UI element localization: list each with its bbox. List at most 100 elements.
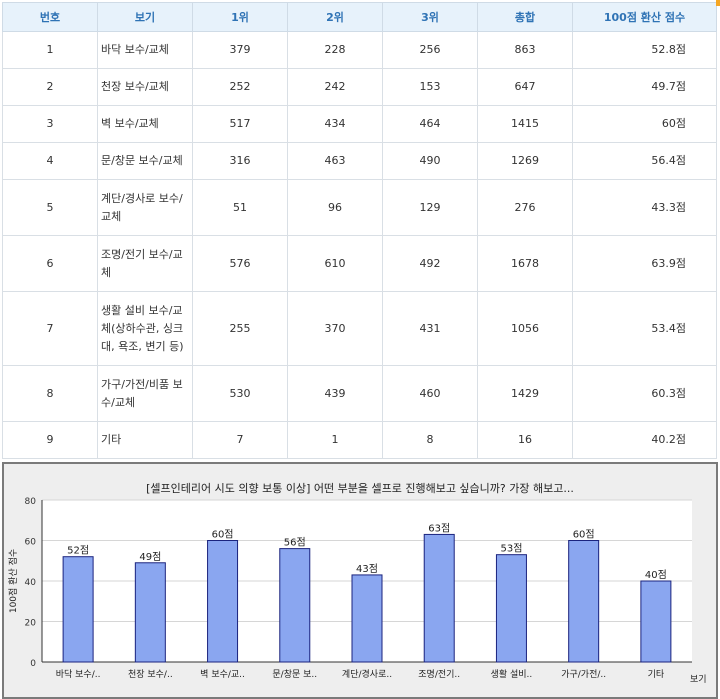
table-row: 5 계단/경사로 보수/교체 51 96 129 276 43.3점	[2, 179, 717, 236]
results-table: 번호 보기 1위 2위 3위 총합 100점 환산 점수 1 바닥 보수/교체 37…	[2, 2, 717, 459]
row-number: 2	[2, 68, 98, 106]
header-rank1[interactable]: 1위	[192, 2, 288, 32]
x-tick-label: 생활 설비..	[491, 668, 533, 680]
chart-panel: [셀프인테리어 시도 의향 보통 이상] 어떤 부분을 셀프로 진행해보고 싶습…	[2, 462, 718, 699]
row-number: 3	[2, 105, 98, 143]
row-option-label: 생활 설비 보수/교체(상하수관, 싱크대, 욕조, 변기 등)	[97, 291, 193, 366]
bar-data-label: 56점	[284, 537, 306, 549]
bar	[423, 533, 455, 663]
y-axis-title: 100점 환산 점수	[7, 549, 19, 613]
bar-data-label: 60점	[212, 529, 234, 541]
x-tick-label: 천장 보수/..	[128, 669, 173, 680]
bar	[568, 540, 600, 663]
table-row: 4 문/창문 보수/교체 316 463 490 1269 56.4점	[2, 142, 717, 180]
x-tick-label: 가구/가전/..	[561, 669, 606, 680]
header-rank2[interactable]: 2위	[287, 2, 383, 32]
header-no[interactable]: 번호	[2, 2, 98, 32]
x-tick-label: 계단/경사로..	[342, 668, 392, 680]
table-header-row: 번호 보기 1위 2위 3위 총합 100점 환산 점수	[2, 2, 717, 32]
x-tick-label: 기타	[648, 669, 665, 680]
y-tick-label: 80	[25, 497, 37, 507]
bar	[207, 540, 239, 663]
bar-data-label: 63점	[428, 522, 450, 534]
row-option-label: 천장 보수/교체	[97, 68, 193, 106]
row-number: 4	[2, 142, 98, 180]
row-number: 9	[2, 421, 98, 459]
bar	[134, 562, 166, 663]
row-score: 52.8점	[572, 31, 717, 69]
row-rank1-count: 379	[192, 31, 288, 69]
bar-data-label: 53점	[500, 543, 522, 555]
row-total: 16	[477, 421, 573, 459]
y-tick-label: 60	[25, 538, 37, 548]
row-number: 8	[2, 365, 98, 422]
row-rank1-count: 255	[192, 291, 288, 366]
row-rank2-count: 1	[287, 421, 383, 459]
bar	[640, 580, 672, 663]
row-rank1-count: 7	[192, 421, 288, 459]
row-rank2-count: 439	[287, 365, 383, 422]
row-option-label: 가구/가전/비품 보수/교체	[97, 365, 193, 422]
row-rank2-count: 370	[287, 291, 383, 366]
row-score: 49.7점	[572, 68, 717, 106]
header-total[interactable]: 총합	[477, 2, 573, 32]
row-rank3-count: 8	[382, 421, 478, 459]
x-tick-label: 바닥 보수/..	[56, 669, 101, 680]
x-tick-label: 조명/전기..	[418, 669, 460, 680]
row-number: 7	[2, 291, 98, 366]
row-score: 60점	[572, 105, 717, 143]
row-option-label: 기타	[97, 421, 193, 459]
row-rank1-count: 51	[192, 179, 288, 236]
row-rank1-count: 576	[192, 235, 288, 292]
row-number: 5	[2, 179, 98, 236]
row-rank1-count: 517	[192, 105, 288, 143]
bar-data-label: 49점	[139, 551, 161, 563]
row-rank2-count: 463	[287, 142, 383, 180]
bar-data-label: 43점	[356, 563, 378, 575]
row-rank1-count: 316	[192, 142, 288, 180]
row-option-label: 조명/전기 보수/교체	[97, 235, 193, 292]
row-rank2-count: 96	[287, 179, 383, 236]
bar	[279, 548, 311, 663]
row-rank3-count: 460	[382, 365, 478, 422]
row-rank2-count: 434	[287, 105, 383, 143]
row-rank3-count: 256	[382, 31, 478, 69]
bar-data-label: 40점	[645, 569, 667, 581]
table-row: 2 천장 보수/교체 252 242 153 647 49.7점	[2, 68, 717, 106]
x-tick-label: 벽 보수/교..	[200, 669, 245, 680]
table-row: 9 기타 7 1 8 16 40.2점	[2, 421, 717, 459]
bar-data-label: 60점	[573, 529, 595, 541]
row-rank3-count: 490	[382, 142, 478, 180]
row-rank3-count: 464	[382, 105, 478, 143]
row-rank3-count: 129	[382, 179, 478, 236]
row-option-label: 벽 보수/교체	[97, 105, 193, 143]
table-row: 8 가구/가전/비품 보수/교체 530 439 460 1429 60.3점	[2, 365, 717, 422]
row-number: 6	[2, 235, 98, 292]
bar	[495, 554, 527, 663]
header-score[interactable]: 100점 환산 점수	[572, 2, 717, 32]
x-axis-title: 보기	[690, 674, 707, 685]
page-accent-marker	[716, 0, 720, 6]
header-option[interactable]: 보기	[97, 2, 193, 32]
header-rank3[interactable]: 3위	[382, 2, 478, 32]
row-total: 1678	[477, 235, 573, 292]
row-rank2-count: 242	[287, 68, 383, 106]
row-score: 56.4점	[572, 142, 717, 180]
row-score: 43.3점	[572, 179, 717, 236]
row-rank3-count: 431	[382, 291, 478, 366]
row-rank1-count: 252	[192, 68, 288, 106]
row-option-label: 계단/경사로 보수/교체	[97, 179, 193, 236]
row-option-label: 문/창문 보수/교체	[97, 142, 193, 180]
row-score: 60.3점	[572, 365, 717, 422]
row-total: 276	[477, 179, 573, 236]
y-tick-label: 20	[25, 619, 37, 629]
table-body: 1 바닥 보수/교체 379 228 256 863 52.8점 2 천장 보수/교체 252 24…	[2, 31, 717, 459]
chart-title: [셀프인테리어 시도 의향 보통 이상] 어떤 부분을 셀프로 진행해보고 싶습…	[146, 482, 574, 495]
row-total: 1056	[477, 291, 573, 366]
row-rank3-count: 492	[382, 235, 478, 292]
row-option-label: 바닥 보수/교체	[97, 31, 193, 69]
bar-data-label: 52점	[67, 545, 89, 557]
row-total: 863	[477, 31, 573, 69]
